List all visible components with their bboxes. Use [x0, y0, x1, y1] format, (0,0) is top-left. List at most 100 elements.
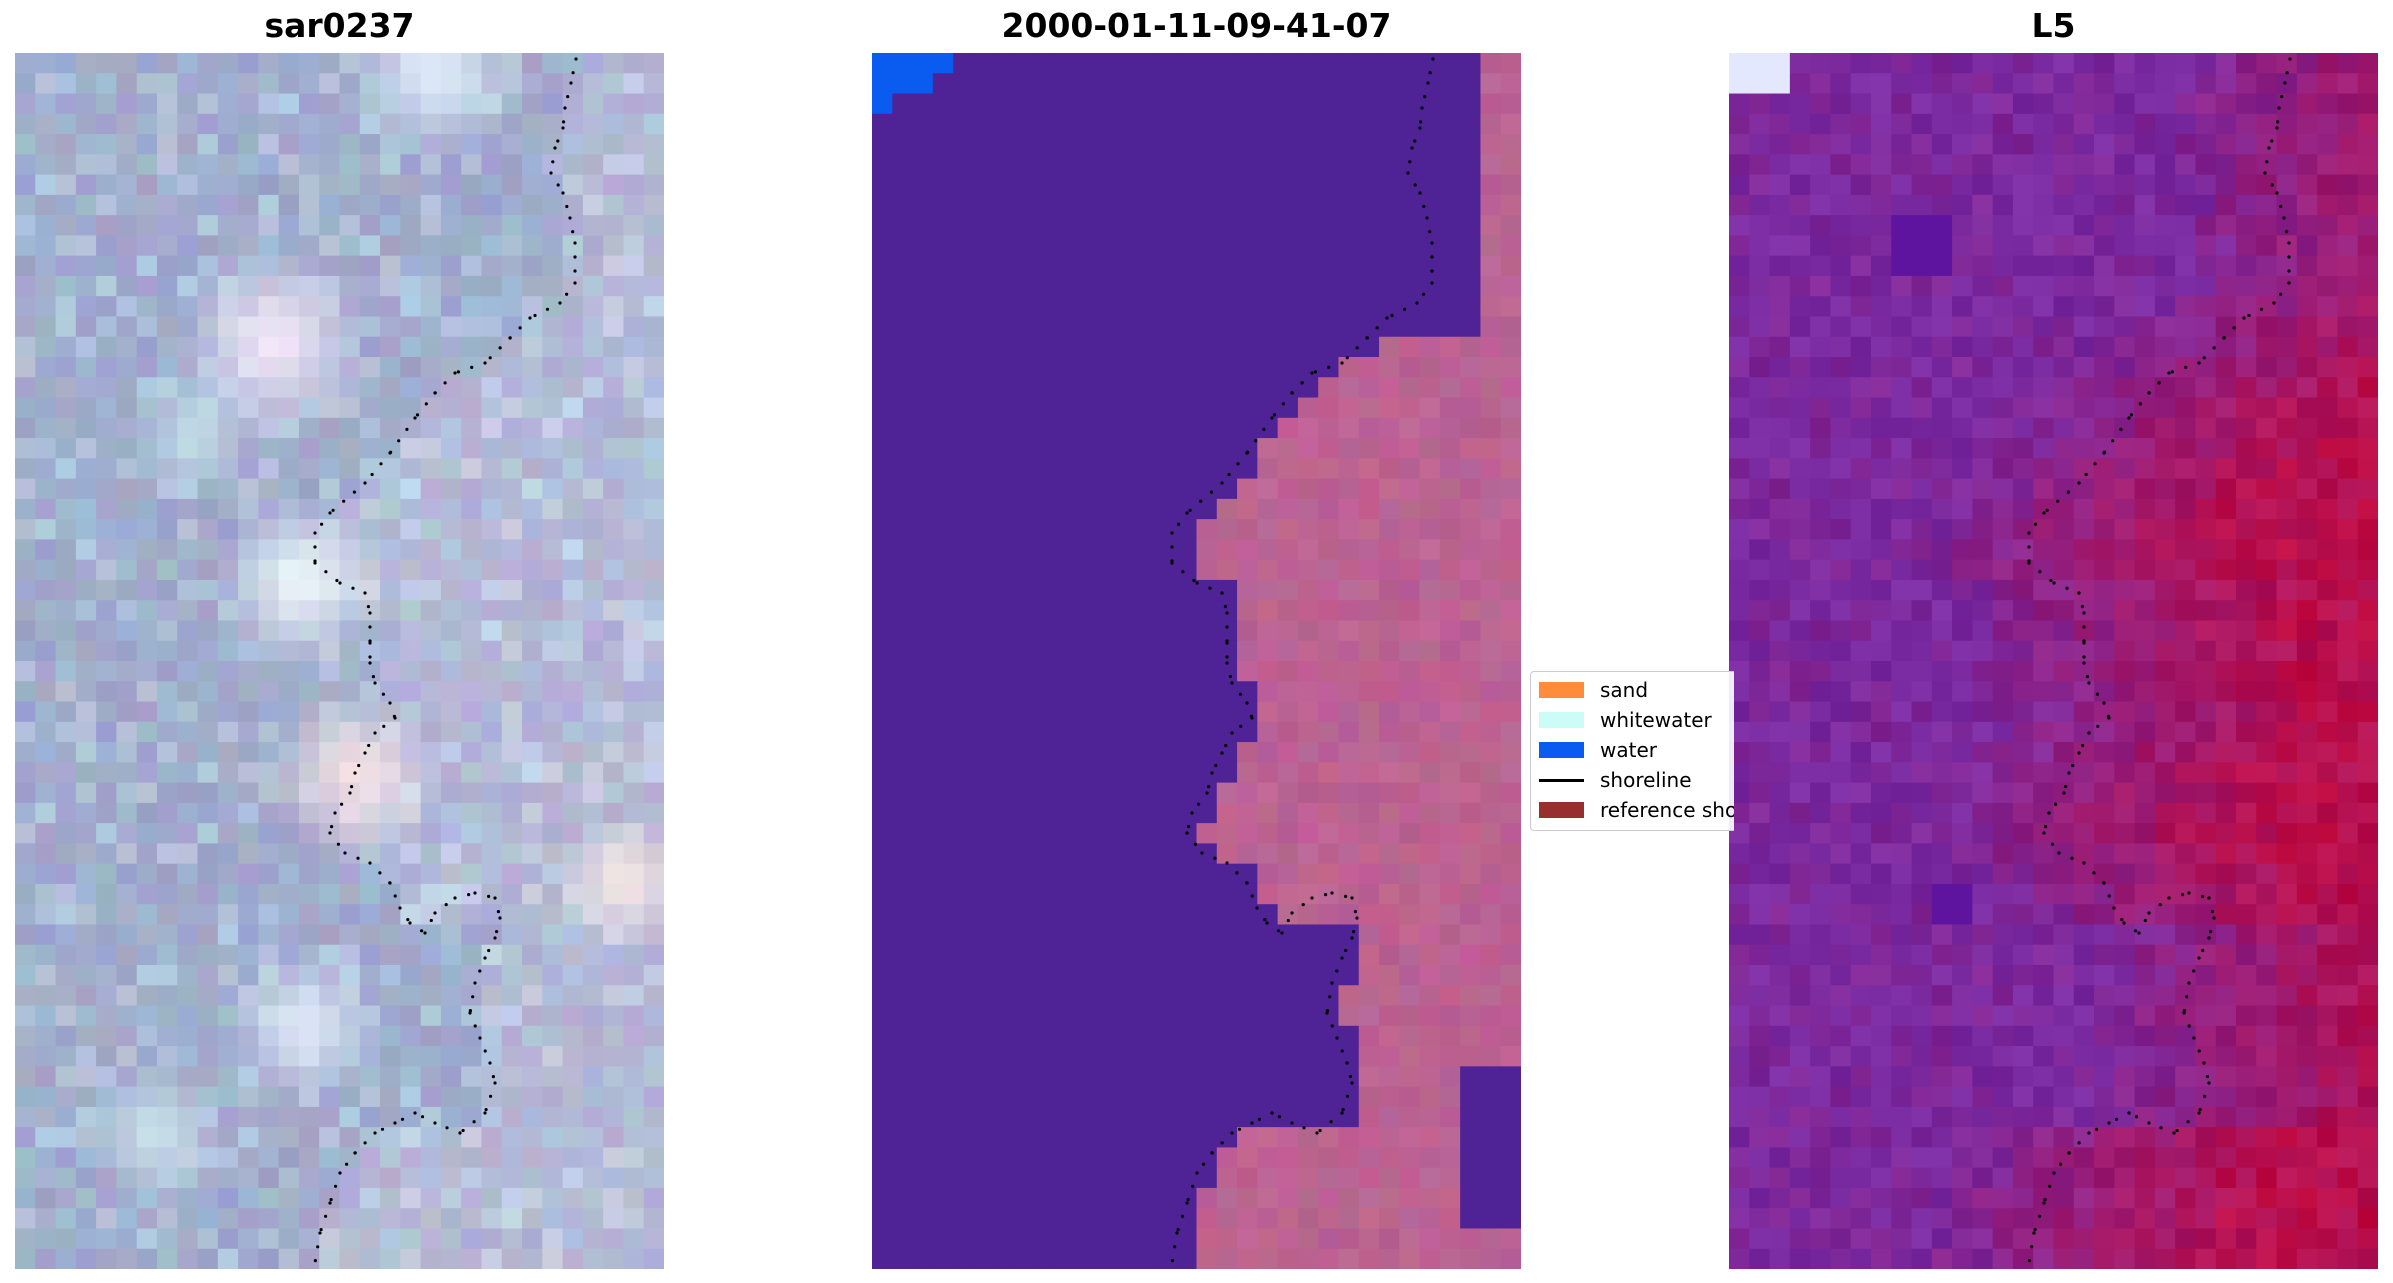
raster-pixel — [872, 579, 893, 601]
raster-pixel — [2053, 154, 2075, 176]
raster-pixel — [75, 1167, 97, 1189]
raster-pixel — [319, 985, 341, 1007]
raster-pixel — [440, 1127, 462, 1148]
raster-pixel — [542, 154, 564, 176]
raster-pixel — [217, 823, 239, 844]
raster-pixel — [15, 863, 36, 885]
raster-pixel — [1439, 985, 1461, 1007]
raster-pixel — [258, 377, 280, 399]
raster-pixel — [2012, 478, 2034, 500]
raster-pixel — [1952, 478, 1973, 500]
raster-pixel — [1257, 275, 1279, 297]
raster-pixel — [1500, 498, 1521, 520]
raster-pixel — [420, 458, 442, 480]
raster-pixel — [1095, 579, 1116, 601]
shoreline-point — [1245, 701, 1249, 705]
raster-pixel — [1155, 1228, 1177, 1250]
raster-pixel — [339, 296, 361, 318]
raster-pixel — [55, 742, 77, 763]
raster-pixel — [973, 215, 995, 236]
raster-pixel — [319, 194, 341, 216]
raster-pixel — [136, 721, 158, 743]
raster-pixel — [1013, 985, 1035, 1007]
raster-pixel — [932, 843, 954, 865]
raster-pixel — [440, 194, 462, 216]
raster-pixel — [400, 417, 422, 439]
raster-pixel — [1318, 559, 1340, 581]
raster-pixel — [1379, 883, 1400, 905]
raster-pixel — [603, 1025, 625, 1047]
raster-pixel — [1399, 134, 1421, 155]
raster-pixel — [1196, 519, 1218, 540]
raster-pixel — [1216, 1167, 1238, 1189]
raster-pixel — [1115, 1106, 1137, 1128]
raster-pixel — [1013, 965, 1035, 986]
raster-pixel — [1196, 194, 1218, 216]
raster-pixel — [1992, 519, 2014, 540]
raster-pixel — [1095, 134, 1116, 155]
raster-pixel — [197, 235, 219, 257]
raster-pixel — [912, 640, 934, 662]
raster-pixel — [35, 357, 57, 378]
raster-pixel — [892, 1086, 914, 1108]
raster-pixel — [2236, 458, 2257, 480]
raster-pixel — [258, 255, 280, 277]
raster-pixel — [136, 215, 158, 236]
raster-pixel — [258, 620, 280, 642]
raster-pixel — [2256, 174, 2278, 196]
raster-pixel — [1054, 1147, 1076, 1169]
raster-pixel — [1379, 478, 1400, 500]
raster-pixel — [643, 478, 664, 500]
raster-pixel — [96, 275, 118, 297]
shoreline-point — [558, 301, 562, 305]
raster-pixel — [481, 174, 503, 196]
raster-pixel — [1176, 600, 1198, 622]
raster-pixel — [1399, 1086, 1421, 1108]
raster-pixel — [1054, 1046, 1076, 1067]
raster-pixel — [1992, 438, 2014, 459]
shoreline-point — [562, 120, 566, 124]
raster-pixel — [1257, 1086, 1279, 1108]
raster-pixel — [420, 134, 442, 155]
rgb-image-panel — [15, 53, 664, 1269]
raster-pixel — [2134, 255, 2156, 277]
shoreline-point — [373, 681, 377, 685]
raster-pixel — [35, 498, 57, 520]
shoreline-point — [1390, 313, 1394, 318]
raster-pixel — [623, 235, 645, 257]
raster-pixel — [623, 843, 645, 865]
raster-pixel — [1074, 316, 1096, 338]
raster-pixel — [1277, 53, 1299, 74]
raster-pixel — [136, 1106, 158, 1128]
raster-pixel — [339, 174, 361, 196]
raster-pixel — [2114, 154, 2136, 176]
raster-pixel — [1358, 539, 1380, 561]
raster-pixel — [2195, 498, 2217, 520]
raster-pixel — [1931, 397, 1953, 419]
raster-pixel — [400, 579, 422, 601]
raster-pixel — [2094, 438, 2115, 459]
raster-pixel — [872, 1066, 893, 1088]
raster-pixel — [953, 194, 975, 216]
raster-pixel — [2012, 417, 2034, 439]
raster-pixel — [1176, 194, 1198, 216]
raster-pixel — [1277, 316, 1299, 338]
shoreline-point — [319, 1228, 323, 1232]
raster-pixel — [177, 174, 199, 196]
shoreline-point — [1281, 402, 1285, 406]
raster-pixel — [2033, 194, 2055, 216]
raster-pixel — [1789, 377, 1811, 399]
raster-pixel — [380, 519, 401, 540]
raster-pixel — [2337, 336, 2359, 358]
raster-pixel — [1115, 1167, 1137, 1189]
raster-pixel — [440, 843, 462, 865]
raster-pixel — [1074, 600, 1096, 622]
raster-pixel — [872, 1228, 893, 1250]
raster-pixel — [1379, 93, 1400, 115]
raster-pixel — [973, 1005, 995, 1027]
raster-pixel — [55, 600, 77, 622]
raster-pixel — [55, 802, 77, 824]
raster-pixel — [1237, 579, 1258, 601]
raster-pixel — [1358, 762, 1380, 784]
raster-pixel — [643, 985, 664, 1007]
